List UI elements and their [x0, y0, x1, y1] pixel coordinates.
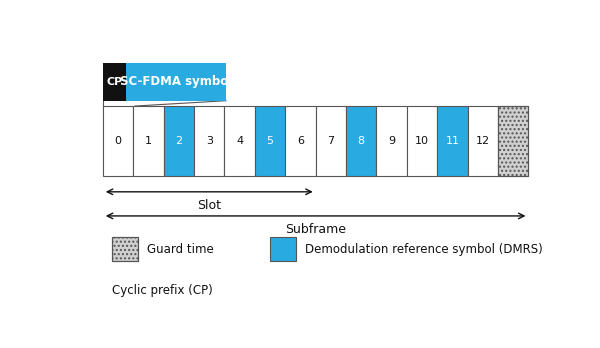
Bar: [346, 106, 376, 176]
Text: 8: 8: [358, 136, 365, 146]
Bar: [133, 106, 164, 176]
Bar: [270, 237, 296, 261]
Bar: [194, 106, 224, 176]
Text: 4: 4: [236, 136, 243, 146]
Bar: [285, 106, 316, 176]
Bar: [498, 106, 529, 176]
Text: 11: 11: [445, 136, 460, 146]
Bar: [112, 237, 138, 261]
Bar: [103, 106, 133, 176]
Text: 7: 7: [327, 136, 334, 146]
Bar: [437, 106, 467, 176]
Bar: [164, 106, 194, 176]
Bar: [407, 106, 437, 176]
Bar: [376, 106, 407, 176]
Text: 12: 12: [476, 136, 490, 146]
Bar: [112, 237, 138, 261]
Text: 1: 1: [145, 136, 152, 146]
Text: CP: CP: [106, 77, 122, 87]
Text: 6: 6: [297, 136, 304, 146]
Text: 9: 9: [388, 136, 395, 146]
Text: 3: 3: [206, 136, 213, 146]
Bar: [498, 106, 529, 176]
Text: Subframe: Subframe: [285, 223, 346, 236]
Text: 5: 5: [266, 136, 274, 146]
Bar: [125, 63, 226, 101]
Text: Demodulation reference symbol (DMRS): Demodulation reference symbol (DMRS): [305, 243, 543, 256]
Bar: [316, 106, 346, 176]
Text: 10: 10: [415, 136, 429, 146]
Bar: [224, 106, 255, 176]
Bar: [103, 63, 125, 101]
Text: 0: 0: [115, 136, 122, 146]
Text: Slot: Slot: [197, 198, 221, 212]
Text: SC-FDMA symbol: SC-FDMA symbol: [120, 76, 232, 88]
Text: Cyclic prefix (CP): Cyclic prefix (CP): [112, 284, 213, 298]
Text: 2: 2: [175, 136, 182, 146]
Bar: [467, 106, 498, 176]
Text: Guard time: Guard time: [147, 243, 214, 256]
Bar: [255, 106, 285, 176]
